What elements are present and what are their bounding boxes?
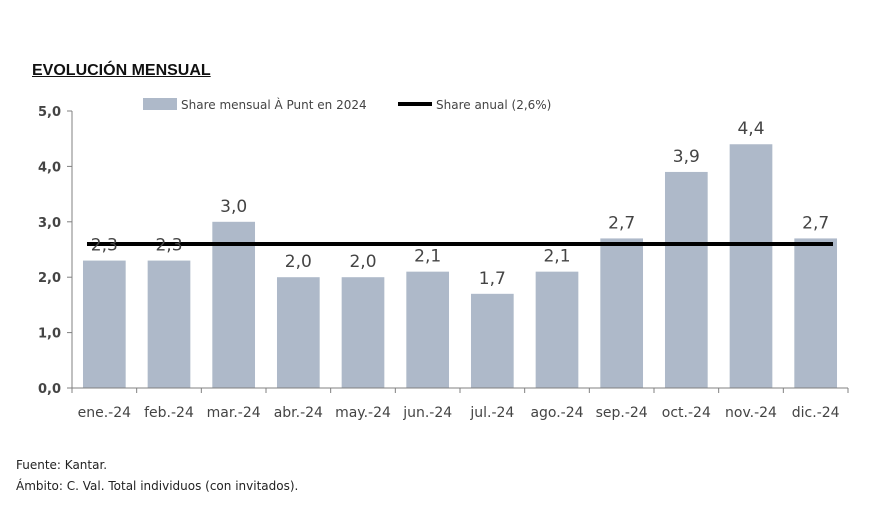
x-tick-label: jun.-24 xyxy=(402,405,452,421)
chart-title: EVOLUCIÓN MENSUAL xyxy=(32,62,211,79)
y-tick-label: 0,0 xyxy=(38,382,61,397)
bar-jul.-24 xyxy=(470,293,514,388)
y-tick-label: 4,0 xyxy=(38,160,61,175)
x-tick-label: abr.-24 xyxy=(274,405,323,421)
y-tick-label: 1,0 xyxy=(38,327,61,342)
legend-swatch-bar xyxy=(143,98,177,110)
x-tick-label: jul.-24 xyxy=(469,405,514,421)
data-label: 3,9 xyxy=(673,147,700,167)
bar-feb.-24 xyxy=(147,260,191,388)
x-tick-label: oct.-24 xyxy=(662,405,711,421)
bar-ene.-24 xyxy=(82,260,126,388)
x-tick-label: sep.-24 xyxy=(596,405,648,421)
y-tick-label: 5,0 xyxy=(38,105,61,120)
x-tick-label: nov.-24 xyxy=(725,405,777,421)
data-label: 2,1 xyxy=(543,247,570,267)
source-note: Fuente: Kantar. xyxy=(16,458,108,472)
bar-ago.-24 xyxy=(535,271,579,388)
legend-label-line: Share anual (2,6%) xyxy=(436,98,551,112)
data-label: 2,3 xyxy=(155,236,182,256)
bar-oct.-24 xyxy=(664,171,708,388)
data-label: 2,7 xyxy=(608,213,635,233)
bar-may.-24 xyxy=(341,277,385,388)
data-label: 4,4 xyxy=(737,119,764,139)
data-label: 2,7 xyxy=(802,213,829,233)
bar-mar.-24 xyxy=(212,221,256,388)
scope-note: Ámbito: C. Val. Total individuos (con in… xyxy=(16,479,299,493)
data-label: 2,1 xyxy=(414,247,441,267)
data-label: 3,0 xyxy=(220,197,247,217)
y-tick-label: 3,0 xyxy=(38,216,61,231)
x-tick-label: mar.-24 xyxy=(207,405,261,421)
bar-chart: Share mensual À Punt en 2024 Share anual… xyxy=(38,97,849,421)
legend-label-bar: Share mensual À Punt en 2024 xyxy=(181,97,367,112)
x-tick-label: feb.-24 xyxy=(144,405,194,421)
data-label: 2,0 xyxy=(349,252,376,272)
legend: Share mensual À Punt en 2024 Share anual… xyxy=(143,97,551,112)
x-tick-label: ago.-24 xyxy=(530,405,583,421)
data-label: 2,3 xyxy=(91,236,118,256)
x-tick-label: dic.-24 xyxy=(792,405,840,421)
bar-sep.-24 xyxy=(600,238,644,388)
data-label: 2,0 xyxy=(285,252,312,272)
x-tick-label: may.-24 xyxy=(335,405,391,421)
x-tick-label: ene.-24 xyxy=(78,405,132,421)
data-label: 1,7 xyxy=(479,269,506,289)
y-tick-label: 2,0 xyxy=(38,271,61,286)
bar-abr.-24 xyxy=(276,277,320,388)
bar-dic.-24 xyxy=(794,238,838,388)
bar-jun.-24 xyxy=(406,271,450,388)
bar-nov.-24 xyxy=(729,144,773,388)
